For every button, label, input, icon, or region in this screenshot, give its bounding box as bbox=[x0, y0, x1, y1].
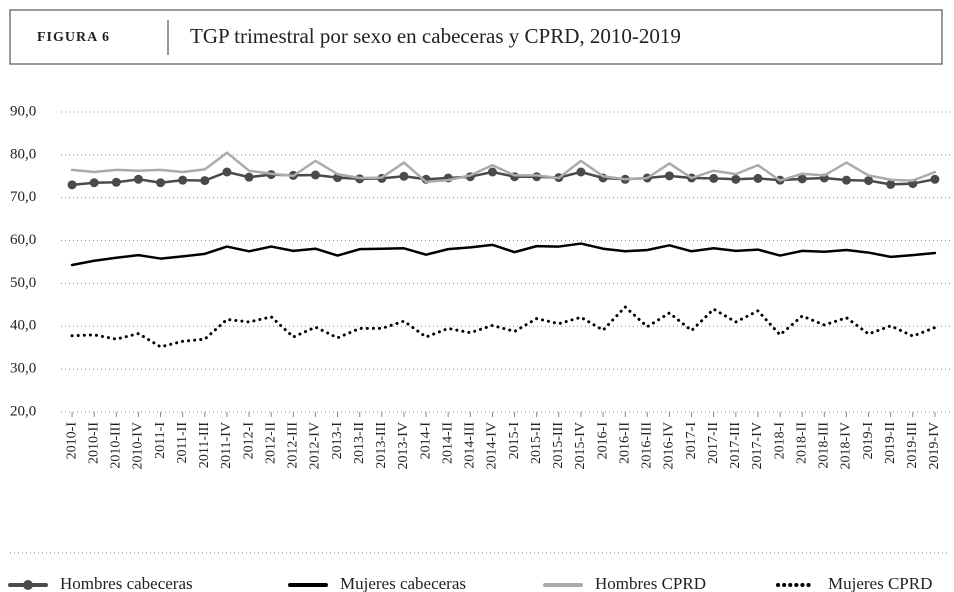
data-point bbox=[731, 174, 741, 184]
y-tick-label: 30,0 bbox=[10, 361, 36, 377]
x-tick-label: 2018-IV bbox=[839, 422, 854, 469]
chart-title: TGP trimestral por sexo en cabeceras y C… bbox=[190, 24, 681, 48]
x-tick-label: 2012-IV bbox=[308, 422, 323, 469]
data-point bbox=[664, 171, 674, 181]
y-tick-label: 20,0 bbox=[10, 403, 36, 419]
y-tick-label: 70,0 bbox=[10, 189, 36, 205]
legend-label: Hombres cabeceras bbox=[60, 574, 193, 592]
y-tick-label: 60,0 bbox=[10, 232, 36, 248]
x-tick-label: 2013-III bbox=[374, 422, 389, 469]
data-point bbox=[930, 174, 940, 184]
data-point bbox=[841, 175, 851, 185]
x-tick-label: 2016-III bbox=[640, 422, 655, 469]
x-tick-label: 2018-I bbox=[772, 422, 787, 460]
legend-label: Hombres CPRD bbox=[595, 574, 706, 592]
x-tick-label: 2017-II bbox=[706, 422, 721, 464]
x-tick-label: 2010-III bbox=[109, 422, 124, 469]
x-tick-label: 2011-II bbox=[175, 422, 190, 464]
x-tick-label: 2019-III bbox=[905, 422, 920, 469]
data-point bbox=[133, 174, 143, 184]
data-point bbox=[797, 174, 807, 184]
data-point bbox=[178, 175, 188, 185]
x-tick-label: 2014-II bbox=[440, 422, 455, 464]
figure-label: FIGURA 6 bbox=[37, 30, 110, 45]
x-tick-label: 2013-I bbox=[330, 422, 345, 460]
x-tick-label: 2018-III bbox=[817, 422, 832, 469]
data-point bbox=[222, 167, 232, 177]
data-point bbox=[753, 173, 763, 183]
data-point bbox=[89, 178, 99, 188]
data-point bbox=[67, 180, 77, 190]
series-line bbox=[70, 242, 937, 267]
x-tick-label: 2016-IV bbox=[662, 422, 677, 469]
x-tick-label: 2014-I bbox=[418, 422, 433, 460]
y-tick-label: 80,0 bbox=[10, 146, 36, 162]
x-tick-label: 2017-I bbox=[684, 422, 699, 460]
y-tick-label: 40,0 bbox=[10, 318, 36, 334]
x-tick-label: 2017-IV bbox=[750, 422, 765, 469]
data-point bbox=[576, 167, 586, 177]
series-line bbox=[70, 305, 937, 349]
x-tick-label: 2014-IV bbox=[485, 422, 500, 469]
x-tick-label: 2010-II bbox=[86, 422, 101, 464]
data-point bbox=[156, 178, 166, 188]
data-point bbox=[399, 171, 409, 181]
x-tick-label: 2015-I bbox=[507, 422, 522, 460]
x-tick-label: 2010-IV bbox=[131, 422, 146, 469]
x-tick-label: 2019-I bbox=[861, 422, 876, 460]
x-tick-label: 2013-II bbox=[352, 422, 367, 464]
legend-label: Mujeres CPRD bbox=[828, 574, 932, 592]
x-tick-label: 2010-I bbox=[64, 422, 79, 460]
x-tick-label: 2015-II bbox=[529, 422, 544, 464]
x-tick-label: 2011-I bbox=[153, 422, 168, 459]
series-line bbox=[70, 151, 937, 184]
data-point bbox=[487, 167, 497, 177]
x-tick-label: 2014-III bbox=[463, 422, 478, 469]
x-tick-label: 2015-III bbox=[551, 422, 566, 469]
x-tick-label: 2011-IV bbox=[219, 422, 234, 469]
data-point bbox=[709, 173, 719, 183]
legend-label: Mujeres cabeceras bbox=[340, 574, 466, 592]
data-point bbox=[111, 177, 121, 187]
y-tick-label: 50,0 bbox=[10, 275, 36, 291]
series-line bbox=[70, 170, 937, 187]
x-tick-label: 2012-III bbox=[286, 422, 301, 469]
header-box bbox=[9, 9, 943, 65]
x-tick-label: 2016-II bbox=[617, 422, 632, 464]
data-point bbox=[864, 176, 874, 186]
x-tick-label: 2015-IV bbox=[573, 422, 588, 469]
data-point bbox=[200, 176, 210, 186]
x-tick-label: 2019-IV bbox=[927, 422, 942, 469]
x-tick-label: 2012-II bbox=[263, 422, 278, 464]
x-tick-label: 2017-III bbox=[728, 422, 743, 469]
y-tick-label: 90,0 bbox=[10, 103, 36, 119]
legend-marker bbox=[23, 580, 33, 590]
x-tick-label: 2013-IV bbox=[396, 422, 411, 469]
x-tick-label: 2018-II bbox=[794, 422, 809, 464]
x-tick-label: 2011-III bbox=[197, 422, 212, 468]
data-point bbox=[886, 179, 896, 189]
data-point bbox=[310, 170, 320, 180]
x-tick-label: 2012-I bbox=[241, 422, 256, 460]
x-tick-label: 2016-I bbox=[595, 422, 610, 460]
x-tick-label: 2019-II bbox=[883, 422, 898, 464]
data-point bbox=[244, 172, 254, 182]
